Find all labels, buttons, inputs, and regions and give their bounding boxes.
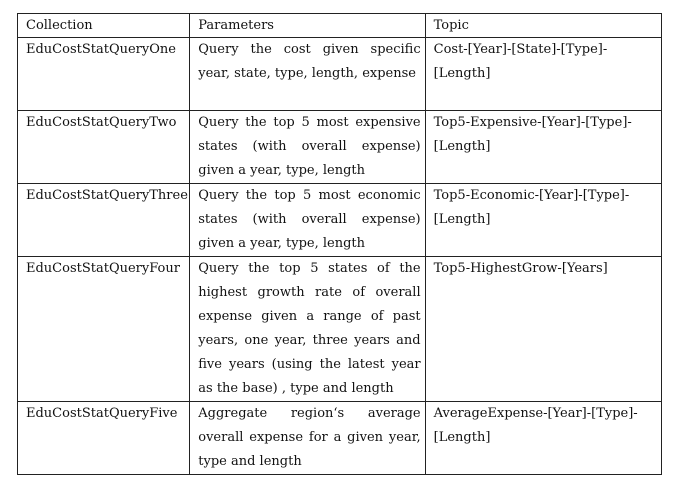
parameters-cell: Query the top 5 most expensive states (w… bbox=[189, 110, 426, 184]
collection-cell: EduCostStatQueryFive bbox=[16, 401, 191, 475]
header-parameters: Parameters bbox=[189, 13, 426, 38]
collection-cell: EduCostStatQueryFour bbox=[16, 256, 191, 402]
parameters-cell: Query the top 5 states of the highest gr… bbox=[189, 256, 426, 402]
topic-cell: AverageExpense-[Year]-[Type]-[Length] bbox=[424, 401, 663, 475]
table-row: EduCostStatQueryFive Aggregate region‘s … bbox=[16, 401, 663, 475]
parameters-cell: Query the cost given specific year, stat… bbox=[189, 37, 426, 111]
table-header: Collection Parameters Topic bbox=[16, 13, 663, 38]
header-topic: Topic bbox=[424, 13, 663, 38]
parameters-cell: Aggregate region‘s average overall expen… bbox=[189, 401, 426, 475]
header-collection: Collection bbox=[16, 13, 191, 38]
collection-cell: EduCostStatQueryOne bbox=[16, 37, 191, 111]
header-row: Collection Parameters Topic bbox=[16, 13, 663, 38]
collection-cell: EduCostStatQueryThree bbox=[16, 183, 191, 257]
collections-table: Collection Parameters Topic EduCostStatQ… bbox=[16, 13, 663, 475]
table-row: EduCostStatQueryOne Query the cost given… bbox=[16, 37, 663, 111]
topic-cell: Top5-HighestGrow-[Years] bbox=[424, 256, 663, 402]
table-body: EduCostStatQueryOne Query the cost given… bbox=[16, 37, 663, 475]
table-row: EduCostStatQueryTwo Query the top 5 most… bbox=[16, 110, 663, 184]
table-row: EduCostStatQueryFour Query the top 5 sta… bbox=[16, 256, 663, 402]
topic-cell: Top5-Economic-[Year]-[Type]-[Length] bbox=[424, 183, 663, 257]
topic-cell: Cost-[Year]-[State]-[Type]-[Length] bbox=[424, 37, 663, 111]
parameters-cell: Query the top 5 most economic states (wi… bbox=[189, 183, 426, 257]
topic-cell: Top5-Expensive-[Year]-[Type]-[Length] bbox=[424, 110, 663, 184]
collection-cell: EduCostStatQueryTwo bbox=[16, 110, 191, 184]
table-row: EduCostStatQueryThree Query the top 5 mo… bbox=[16, 183, 663, 257]
